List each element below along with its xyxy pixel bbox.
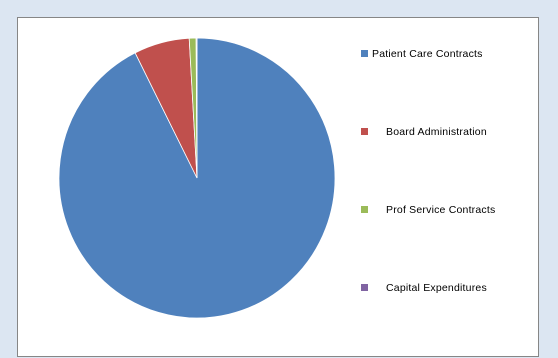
pie-slice-capital-expenditures — [195, 37, 198, 179]
legend-swatch-board-administration — [361, 128, 368, 135]
legend-label-board-administration: Board Administration — [386, 126, 487, 138]
legend-swatch-patient-care-contracts — [361, 50, 368, 57]
pie-chart: Patient Care Contracts Board Administrati… — [58, 37, 495, 319]
legend-label-patient-care-contracts: Patient Care Contracts — [372, 48, 483, 60]
legend: Patient Care Contracts Board Administrati… — [361, 48, 495, 294]
legend-label-prof-service-contracts: Prof Service Contracts — [386, 204, 495, 216]
legend-swatch-capital-expenditures — [361, 284, 368, 291]
pie-slices — [58, 37, 336, 319]
legend-label-capital-expenditures: Capital Expenditures — [386, 282, 487, 294]
chart-area: Patient Care Contracts Board Administrati… — [17, 17, 539, 357]
legend-swatch-prof-service-contracts — [361, 206, 368, 213]
